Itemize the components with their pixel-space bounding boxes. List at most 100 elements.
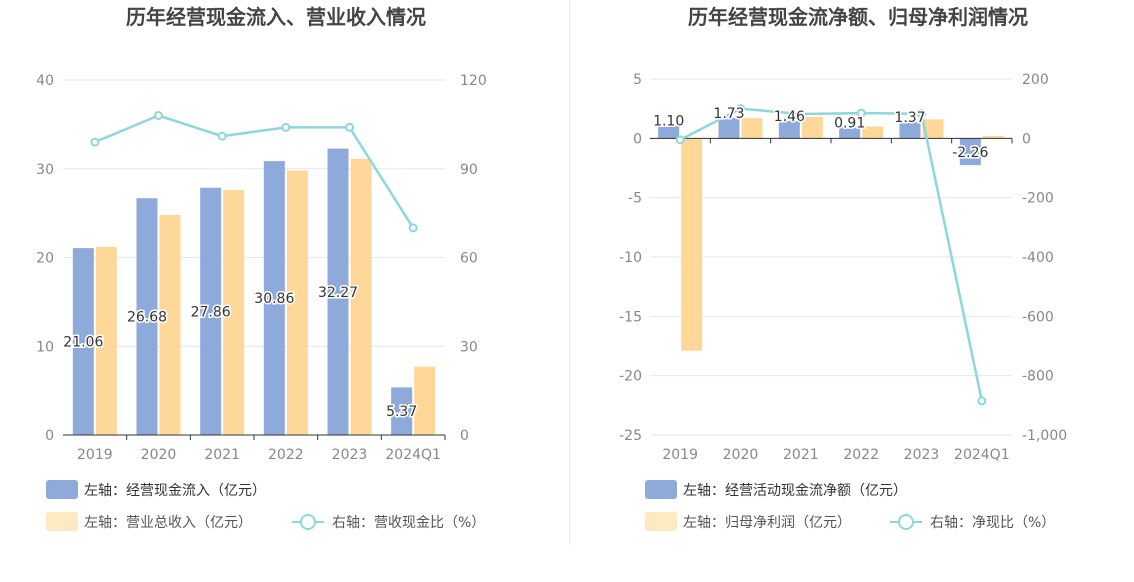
bar-primary <box>136 198 158 435</box>
bar-secondary <box>95 246 117 435</box>
legend-label: 左轴：经营活动现金流净额（亿元） <box>683 483 907 499</box>
bar-data-label: 32.27 <box>318 285 358 301</box>
chart-cashflow-revenue: 历年经营现金流入、营业收入情况 0 10 20 30 40 0 30 60 90 120 2019 2… <box>36 5 487 531</box>
bar-data-label: 1.73 <box>713 106 744 122</box>
x-axis-tick-label: 2022 <box>843 447 879 463</box>
legend-swatch <box>46 480 78 499</box>
ratio-point <box>281 122 291 132</box>
legend-swatch <box>46 512 78 531</box>
bar-data-label: 27.86 <box>191 304 231 320</box>
left-axis-tick-label: 5 <box>633 72 642 88</box>
bar-secondary <box>801 116 823 139</box>
bar-secondary <box>414 366 436 435</box>
legend-label: 左轴：营业总收入（亿元） <box>84 515 252 531</box>
left-axis-tick-label: 30 <box>36 162 54 178</box>
right-axis-tick-label: -400 <box>1022 250 1054 266</box>
left-axis-tick-label: -10 <box>619 250 642 266</box>
ratio-point <box>345 122 354 132</box>
legend-swatch <box>645 512 677 531</box>
left-axis-tick-label: -25 <box>619 428 642 444</box>
legend-label: 右轴：净现比（%） <box>930 515 1055 531</box>
bar-secondary <box>922 119 944 139</box>
chart-netcash-profit: 历年经营现金流净额、归母净利润情况 -25 -20 -15 -10 -5 0 5 -1,000… <box>619 5 1067 531</box>
legend-label: 左轴：经营现金流入（亿元） <box>84 483 266 499</box>
bar-secondary <box>862 126 884 139</box>
right-axis-tick-label: 120 <box>460 73 487 89</box>
bar-secondary <box>681 138 703 351</box>
bar-data-label: 30.86 <box>254 291 294 307</box>
right-axis-tick-label: 30 <box>460 339 478 355</box>
bar-primary <box>839 127 861 139</box>
x-axis-tick-label: 2024Q1 <box>954 447 1010 463</box>
x-axis-tick-label: 2024Q1 <box>385 447 441 463</box>
chart-title: 历年经营现金流入、营业收入情况 <box>126 5 426 29</box>
legend-swatch <box>645 480 677 499</box>
x-axis-tick-label: 2019 <box>77 447 113 463</box>
right-axis-tick-label: -1,000 <box>1022 428 1067 444</box>
left-axis-tick-label: -5 <box>628 191 642 207</box>
left-axis-tick-label: 40 <box>36 73 54 89</box>
x-axis-tick-label: 2021 <box>783 447 819 463</box>
bar-data-label: -2.26 <box>952 145 988 161</box>
bar-primary <box>72 248 94 435</box>
bar-data-label: 0.91 <box>834 116 865 132</box>
chart-title: 历年经营现金流净额、归母净利润情况 <box>688 5 1028 29</box>
bar-secondary <box>741 118 763 139</box>
left-axis-tick-label: 0 <box>633 131 642 147</box>
bar-secondary <box>286 170 308 435</box>
panel-divider <box>569 0 570 545</box>
x-axis-tick-label: 2020 <box>723 447 759 463</box>
legend-label: 左轴：归母净利润（亿元） <box>683 514 851 531</box>
ratio-line <box>94 114 415 229</box>
bar-primary <box>718 117 740 139</box>
bar-primary <box>959 138 981 166</box>
right-axis-tick-label: 200 <box>1022 72 1049 88</box>
bar-data-label: 1.37 <box>894 110 925 126</box>
bar-primary <box>899 122 921 139</box>
bar-secondary <box>982 135 1004 139</box>
right-axis-tick-label: -800 <box>1022 369 1054 385</box>
chart-panel-cashflow-revenue: 历年经营现金流入、营业收入情况 0 10 20 30 40 0 30 60 90 120 2019 2… <box>36 5 487 531</box>
x-axis-tick-label: 2023 <box>904 447 940 463</box>
ratio-point <box>675 135 685 145</box>
left-axis-tick-label: 20 <box>36 251 54 267</box>
legend-label: 右轴：营收现金比（%） <box>332 515 485 531</box>
left-axis-tick-label: 0 <box>45 428 54 444</box>
right-axis-tick-label: 0 <box>1022 131 1031 147</box>
left-axis-tick-label: 10 <box>36 339 54 355</box>
ratio-point <box>796 109 806 119</box>
x-axis-tick-label: 2021 <box>204 447 240 463</box>
bar-secondary <box>159 214 181 435</box>
bar-primary <box>391 387 413 435</box>
right-axis-tick-label: 90 <box>460 162 478 178</box>
bar-data-label: 26.68 <box>127 310 167 326</box>
right-axis-tick-label: -200 <box>1022 191 1054 207</box>
x-axis-tick-label: 2023 <box>332 447 368 463</box>
legend-line-marker <box>300 514 316 530</box>
legend-line-marker <box>898 514 914 530</box>
chart-panel-netcash-profit: 历年经营现金流净额、归母净利润情况 -25 -20 -15 -10 -5 0 5 -1,000… <box>567 0 1134 582</box>
bar-data-label: 21.06 <box>63 335 103 351</box>
left-axis-tick-label: -15 <box>619 309 642 325</box>
bar-primary <box>778 121 800 139</box>
ratio-point <box>217 131 227 141</box>
bar-primary <box>327 148 349 435</box>
left-axis-tick-label: -20 <box>619 369 642 385</box>
ratio-line <box>679 107 984 402</box>
ratio-point <box>736 104 745 114</box>
bar-data-label: 1.10 <box>653 113 684 129</box>
bar-secondary <box>223 190 245 435</box>
right-axis-tick-label: -600 <box>1022 309 1054 325</box>
bar-primary <box>658 125 680 139</box>
x-axis-tick-label: 2022 <box>268 447 304 463</box>
bar-primary <box>200 187 222 435</box>
ratio-point <box>408 223 418 233</box>
bar-secondary <box>350 158 372 436</box>
bar-primary <box>263 161 285 435</box>
right-axis-tick-label: 0 <box>460 428 469 444</box>
ratio-point <box>90 137 100 147</box>
ratio-point <box>917 109 926 119</box>
right-axis-tick-label: 60 <box>460 251 478 267</box>
bar-data-label: 1.46 <box>774 109 805 125</box>
x-axis-tick-label: 2019 <box>662 447 698 463</box>
